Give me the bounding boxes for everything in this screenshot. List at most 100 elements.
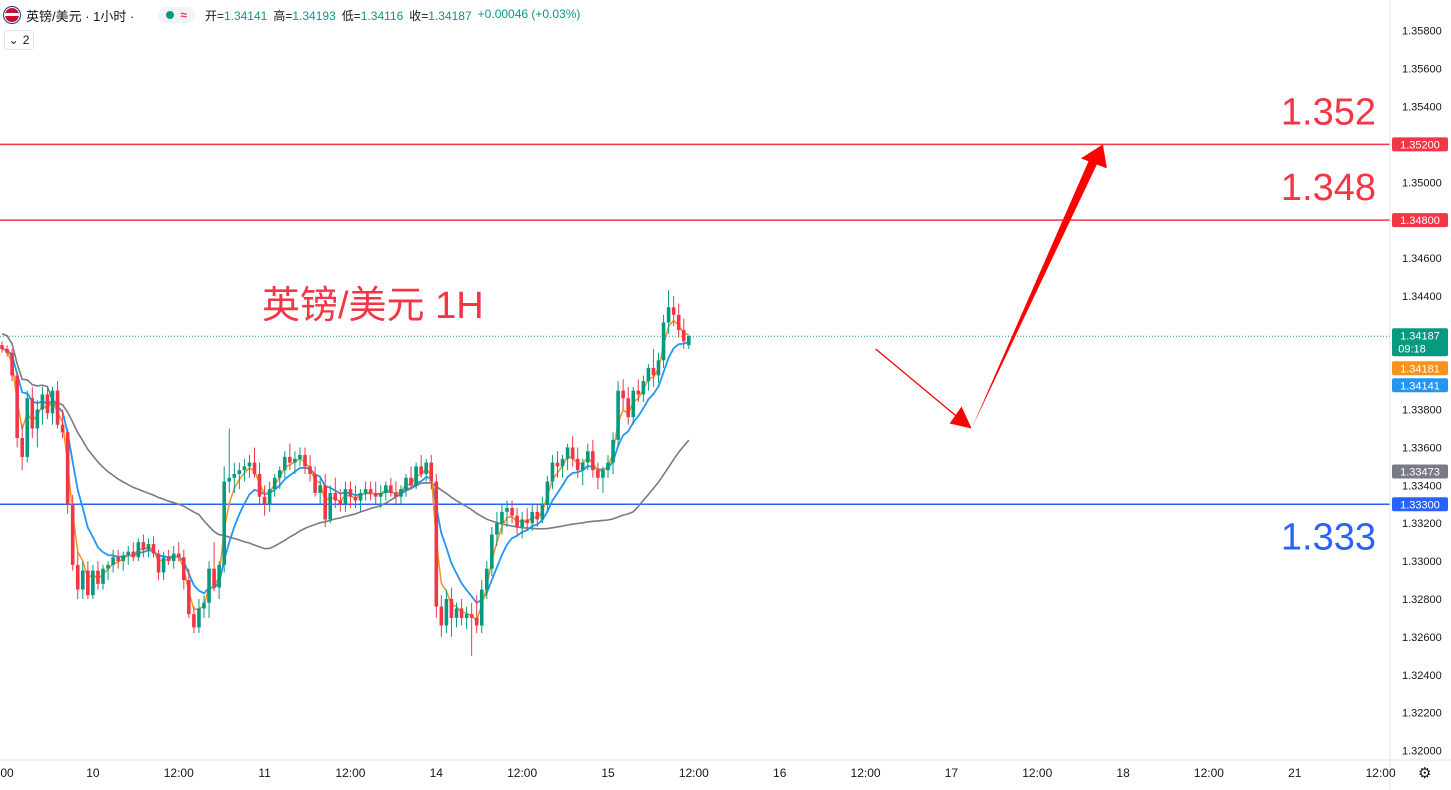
candle-body [293,458,297,463]
candle-body [606,462,610,471]
candle-body [404,477,408,490]
candle-body [565,447,570,459]
level-label: 1.352 [1281,91,1376,133]
candle-body [252,462,257,474]
candle-body [267,489,272,505]
candle-body [20,437,24,457]
candle-body [171,553,176,562]
price-axis-tag [1392,361,1448,376]
candle-body [272,477,277,490]
candle-body [500,511,504,524]
candle-body [45,394,50,414]
high-label: 高= [273,8,293,23]
candle-body [434,481,439,607]
candle-body [424,462,428,474]
candle-body [399,489,403,497]
forecast-up-arrowhead [1080,144,1107,169]
candle-body [414,466,418,486]
low-label: 低= [341,8,361,23]
candle-body [96,570,100,584]
level-axis-tag-label: 1.35200 [1400,139,1440,151]
candle-body [217,564,221,588]
candle-body [283,456,287,471]
time-tick-label: 18 [1116,766,1130,780]
price-tick-label: 1.34600 [1402,253,1442,265]
candle-body [151,544,156,554]
level-label: 1.333 [1281,516,1376,558]
countdown-label: 09:18 [1398,343,1426,355]
candle-body [540,504,545,520]
candle-body [313,473,317,493]
candle-body [515,515,519,528]
candle-body [636,390,641,395]
candle-body [75,564,80,590]
time-tick-label: 12:00 [1366,766,1396,780]
price-axis-tag [1392,328,1448,357]
candle-body [212,568,216,588]
candle-body [389,485,393,493]
candle-body [631,390,636,418]
market-status-pill[interactable]: ≈ [158,7,195,23]
open-value: 1.34141 [223,8,268,23]
candle-body [146,544,151,550]
time-tick-label: 2:00 [0,766,14,780]
candle-body [35,409,40,429]
candle-body [353,496,358,501]
price-axis-tag [1392,378,1448,393]
candle-body [586,451,590,463]
candle-body [86,570,90,596]
price-tick-label: 1.32000 [1402,746,1442,758]
candle-body [247,462,252,467]
candle-body [232,473,237,478]
candle-body [308,466,312,474]
candle-body [384,485,388,493]
candle-body [601,470,605,478]
indicators-toggle-button[interactable]: ⌄ 2 [4,30,34,50]
price-tick-label: 1.32400 [1402,670,1442,682]
price-tick-label: 1.33000 [1402,556,1442,568]
candle-body [106,564,110,569]
mid-ema-line [1,340,690,604]
level-axis-tag-label: 1.33300 [1400,499,1440,511]
price-tick-label: 1.34400 [1402,291,1442,303]
candle-body [591,451,595,471]
price-tick-label: 1.35400 [1402,101,1442,113]
candle-body [626,398,630,418]
candle-body [166,557,171,562]
candle-body [646,367,651,382]
candle-body [449,598,454,618]
close-value: 1.34187 [428,8,472,23]
candle-body [444,598,449,626]
ohlc-values: 开=1.34141 高=1.34193 低=1.34116 收=1.34187 … [205,7,580,24]
candle-body [378,492,383,497]
candle-body [15,375,19,438]
price-tick-label: 1.32800 [1402,594,1442,606]
slow-ma-line [1,333,690,550]
time-tick-label: 14 [430,766,444,780]
settings-gear-icon[interactable]: ⚙ [1418,765,1432,782]
candle-body [474,617,479,626]
candle-body [156,553,161,573]
price-tick-label: 1.35600 [1402,64,1442,76]
candle-body [176,553,181,558]
time-tick-label: 12:00 [335,766,365,780]
candle-body [5,348,9,353]
price-tick-label: 1.33800 [1402,405,1442,417]
candle-body [570,447,575,459]
time-tick-label: 11 [258,766,271,780]
price-tick-label: 1.35800 [1402,26,1442,38]
candle-body [0,345,4,349]
time-tick-label: 12:00 [1022,766,1052,780]
price-tick-label: 1.33400 [1402,480,1442,492]
candle-body [651,367,656,376]
candle-body [687,335,691,346]
level-label: 1.348 [1281,167,1376,209]
price-axis-tag-label: 1.34141 [1400,380,1440,392]
time-tick-label: 16 [773,766,787,780]
candle-body [358,492,363,501]
level-axis-tag [1392,213,1448,228]
candle-body [182,557,186,581]
candle-body [30,398,35,429]
symbol-title[interactable]: 英镑/美元 · 1小时 · [26,8,135,24]
